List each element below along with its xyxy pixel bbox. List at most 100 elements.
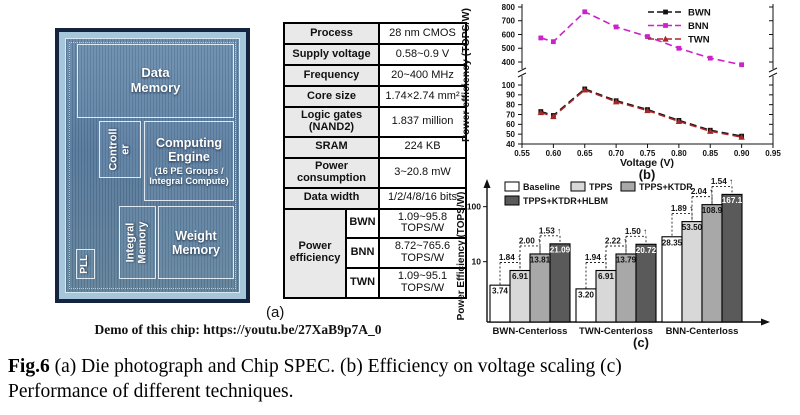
svg-text:0.80: 0.80 — [671, 149, 687, 158]
svg-text:20.72: 20.72 — [636, 246, 657, 255]
die-block-data-memory: Data Memory — [77, 44, 234, 118]
die-block-weight-memory: Weight Memory — [158, 206, 234, 279]
die-block-sublabel: (16 PE Groups / Integral Compute) — [149, 165, 229, 186]
die-block-label: Controll er — [107, 128, 132, 171]
chart-c-gain-annotations: 1.84 ↑ 2.00 ↑1.53 ↑ 1.94 ↑ 2.22 ↑1.50 ↑ 1.89… — [499, 178, 733, 289]
svg-text:50: 50 — [506, 130, 515, 139]
bars-TPPS: 6.91 6.91 53.50 — [509, 221, 703, 323]
svg-text:600: 600 — [502, 30, 516, 39]
spec-value: 1.74×2.74 mm² — [378, 85, 467, 108]
die-block-controller: Controll er — [99, 121, 141, 178]
svg-text:0.75: 0.75 — [640, 149, 656, 158]
svg-text:108.9: 108.9 — [702, 206, 723, 215]
die-block-label: Computing Engine — [156, 135, 222, 164]
svg-text:400: 400 — [502, 58, 516, 67]
bar-group-label: TWN-Centerloss — [579, 326, 653, 337]
svg-text:3.74: 3.74 — [492, 287, 508, 296]
svg-text:500: 500 — [502, 44, 516, 53]
spec-value: 1/2/4/8/16 bits — [378, 186, 467, 210]
spec-value: 224 KB — [378, 135, 467, 159]
svg-text:60: 60 — [506, 120, 515, 129]
svg-text:100: 100 — [502, 81, 516, 90]
spec-label: Data width — [283, 186, 380, 210]
svg-text:100: 100 — [467, 202, 481, 212]
svg-text:700: 700 — [502, 17, 516, 26]
svg-text:1.50 ↑: 1.50 ↑ — [625, 227, 647, 236]
svg-text:10: 10 — [472, 257, 482, 267]
spec-label: Core size — [283, 85, 380, 108]
spec-label-power-efficiency: Power efficiency — [283, 207, 347, 299]
svg-text:800: 800 — [502, 3, 516, 12]
die-block-pll: PLL — [76, 249, 95, 279]
svg-text:Baseline: Baseline — [523, 182, 560, 192]
svg-text:0.65: 0.65 — [577, 149, 593, 158]
svg-text:BWN: BWN — [688, 8, 711, 19]
spec-value: 28 nm CMOS — [378, 22, 467, 45]
svg-text:13.79: 13.79 — [616, 255, 637, 264]
svg-text:167.1: 167.1 — [722, 196, 743, 205]
die-block-label: Data Memory — [130, 65, 181, 95]
svg-text:TPPS: TPPS — [589, 182, 613, 192]
spec-label: Process — [283, 22, 380, 45]
svg-text:6.91: 6.91 — [512, 272, 528, 281]
svg-text:53.50: 53.50 — [682, 223, 703, 232]
svg-text:1.94 ↑: 1.94 ↑ — [585, 253, 607, 262]
die-block-integral-memory: Integral Memory — [119, 206, 156, 279]
spec-mode: BNN — [345, 237, 380, 269]
spec-label: SRAM — [283, 135, 380, 159]
chart-b-ylabel: Power efficiency (TOPS/W) — [460, 8, 472, 142]
series-BNN — [538, 9, 745, 68]
chip-spec-table: Process 28 nm CMOS Supply voltage 0.58~0.9 … — [283, 22, 467, 299]
svg-text:0.90: 0.90 — [734, 149, 750, 158]
panel-label-b: (b) — [639, 167, 656, 182]
svg-text:2.00 ↑: 2.00 ↑ — [519, 236, 541, 245]
spec-label: Logic gates (NAND2) — [283, 106, 380, 138]
svg-text:28.35: 28.35 — [662, 238, 683, 247]
chart-b-xlabel: Voltage (V) — [620, 157, 674, 169]
spec-value: 1.837 million — [378, 106, 467, 138]
svg-text:80: 80 — [506, 100, 515, 109]
die-block-label: Weight Memory — [172, 228, 220, 257]
chart-b-axes — [517, 4, 778, 145]
spec-value: 3~20.8 mW — [378, 156, 467, 189]
caption-line1: (a) Die photograph and Chip SPEC. (b) Ef… — [49, 356, 622, 377]
spec-value: 8.72~765.6 TOPS/W — [378, 237, 467, 269]
svg-text:TWN: TWN — [688, 35, 710, 46]
die-block-label: PLL — [79, 254, 91, 274]
caption-fig-number: Fig.6 — [8, 356, 50, 377]
bar-group-label: BWN-Centerloss — [493, 326, 568, 337]
bars-TPPS+KTDR: 13.81 13.79 108.9 — [529, 204, 723, 323]
chart-techniques: 10 100 3.74 3.20 28.35 6.91 6.91 53.50 13.81 13.7… — [456, 178, 770, 350]
svg-text:1.54 ↑: 1.54 ↑ — [711, 178, 733, 186]
chart-c-ylabel: Power Efficiency (TOPS/W) — [456, 192, 467, 321]
spec-label: Power consumption — [283, 156, 380, 189]
svg-text:0.60: 0.60 — [546, 149, 562, 158]
series-TWN — [537, 86, 745, 140]
svg-text:0.55: 0.55 — [514, 149, 530, 158]
die-photograph: Data Memory Controll er Computing Engine (1… — [55, 28, 250, 303]
die-block-computing-engine: Computing Engine (16 PE Groups / Integral … — [144, 121, 234, 201]
panel-label-c: (c) — [633, 335, 649, 350]
demo-link-text[interactable]: Demo of this chip: https://youtu.be/27Xa… — [94, 322, 382, 337]
bars-TPPS+KTDR+HLBM: 21.09 20.72 167.1 — [549, 193, 743, 323]
svg-text:2.04 ↑: 2.04 ↑ — [691, 187, 713, 196]
svg-text:3.20: 3.20 — [578, 290, 594, 299]
svg-text:0.70: 0.70 — [608, 149, 624, 158]
bar-group-label: BNN-Centerloss — [666, 326, 739, 337]
svg-text:13.81: 13.81 — [530, 255, 551, 264]
spec-value: 1.09~95.8 TOPS/W — [378, 207, 467, 240]
svg-text:0.95: 0.95 — [765, 149, 781, 158]
svg-text:0.85: 0.85 — [702, 149, 718, 158]
svg-text:90: 90 — [506, 91, 515, 100]
caption-line2: Performance of different techniques. — [8, 381, 294, 403]
bars-Baseline: 3.74 3.20 28.35 — [489, 236, 683, 323]
spec-mode: BWN — [345, 207, 380, 240]
spec-value: 1.09~95.1 TOPS/W — [378, 267, 467, 299]
svg-text:BNN: BNN — [688, 21, 709, 32]
svg-text:2.22 ↑: 2.22 ↑ — [605, 236, 627, 245]
svg-text:1.53 ↑: 1.53 ↑ — [539, 226, 561, 235]
spec-value: 20~400 MHz — [378, 64, 467, 87]
